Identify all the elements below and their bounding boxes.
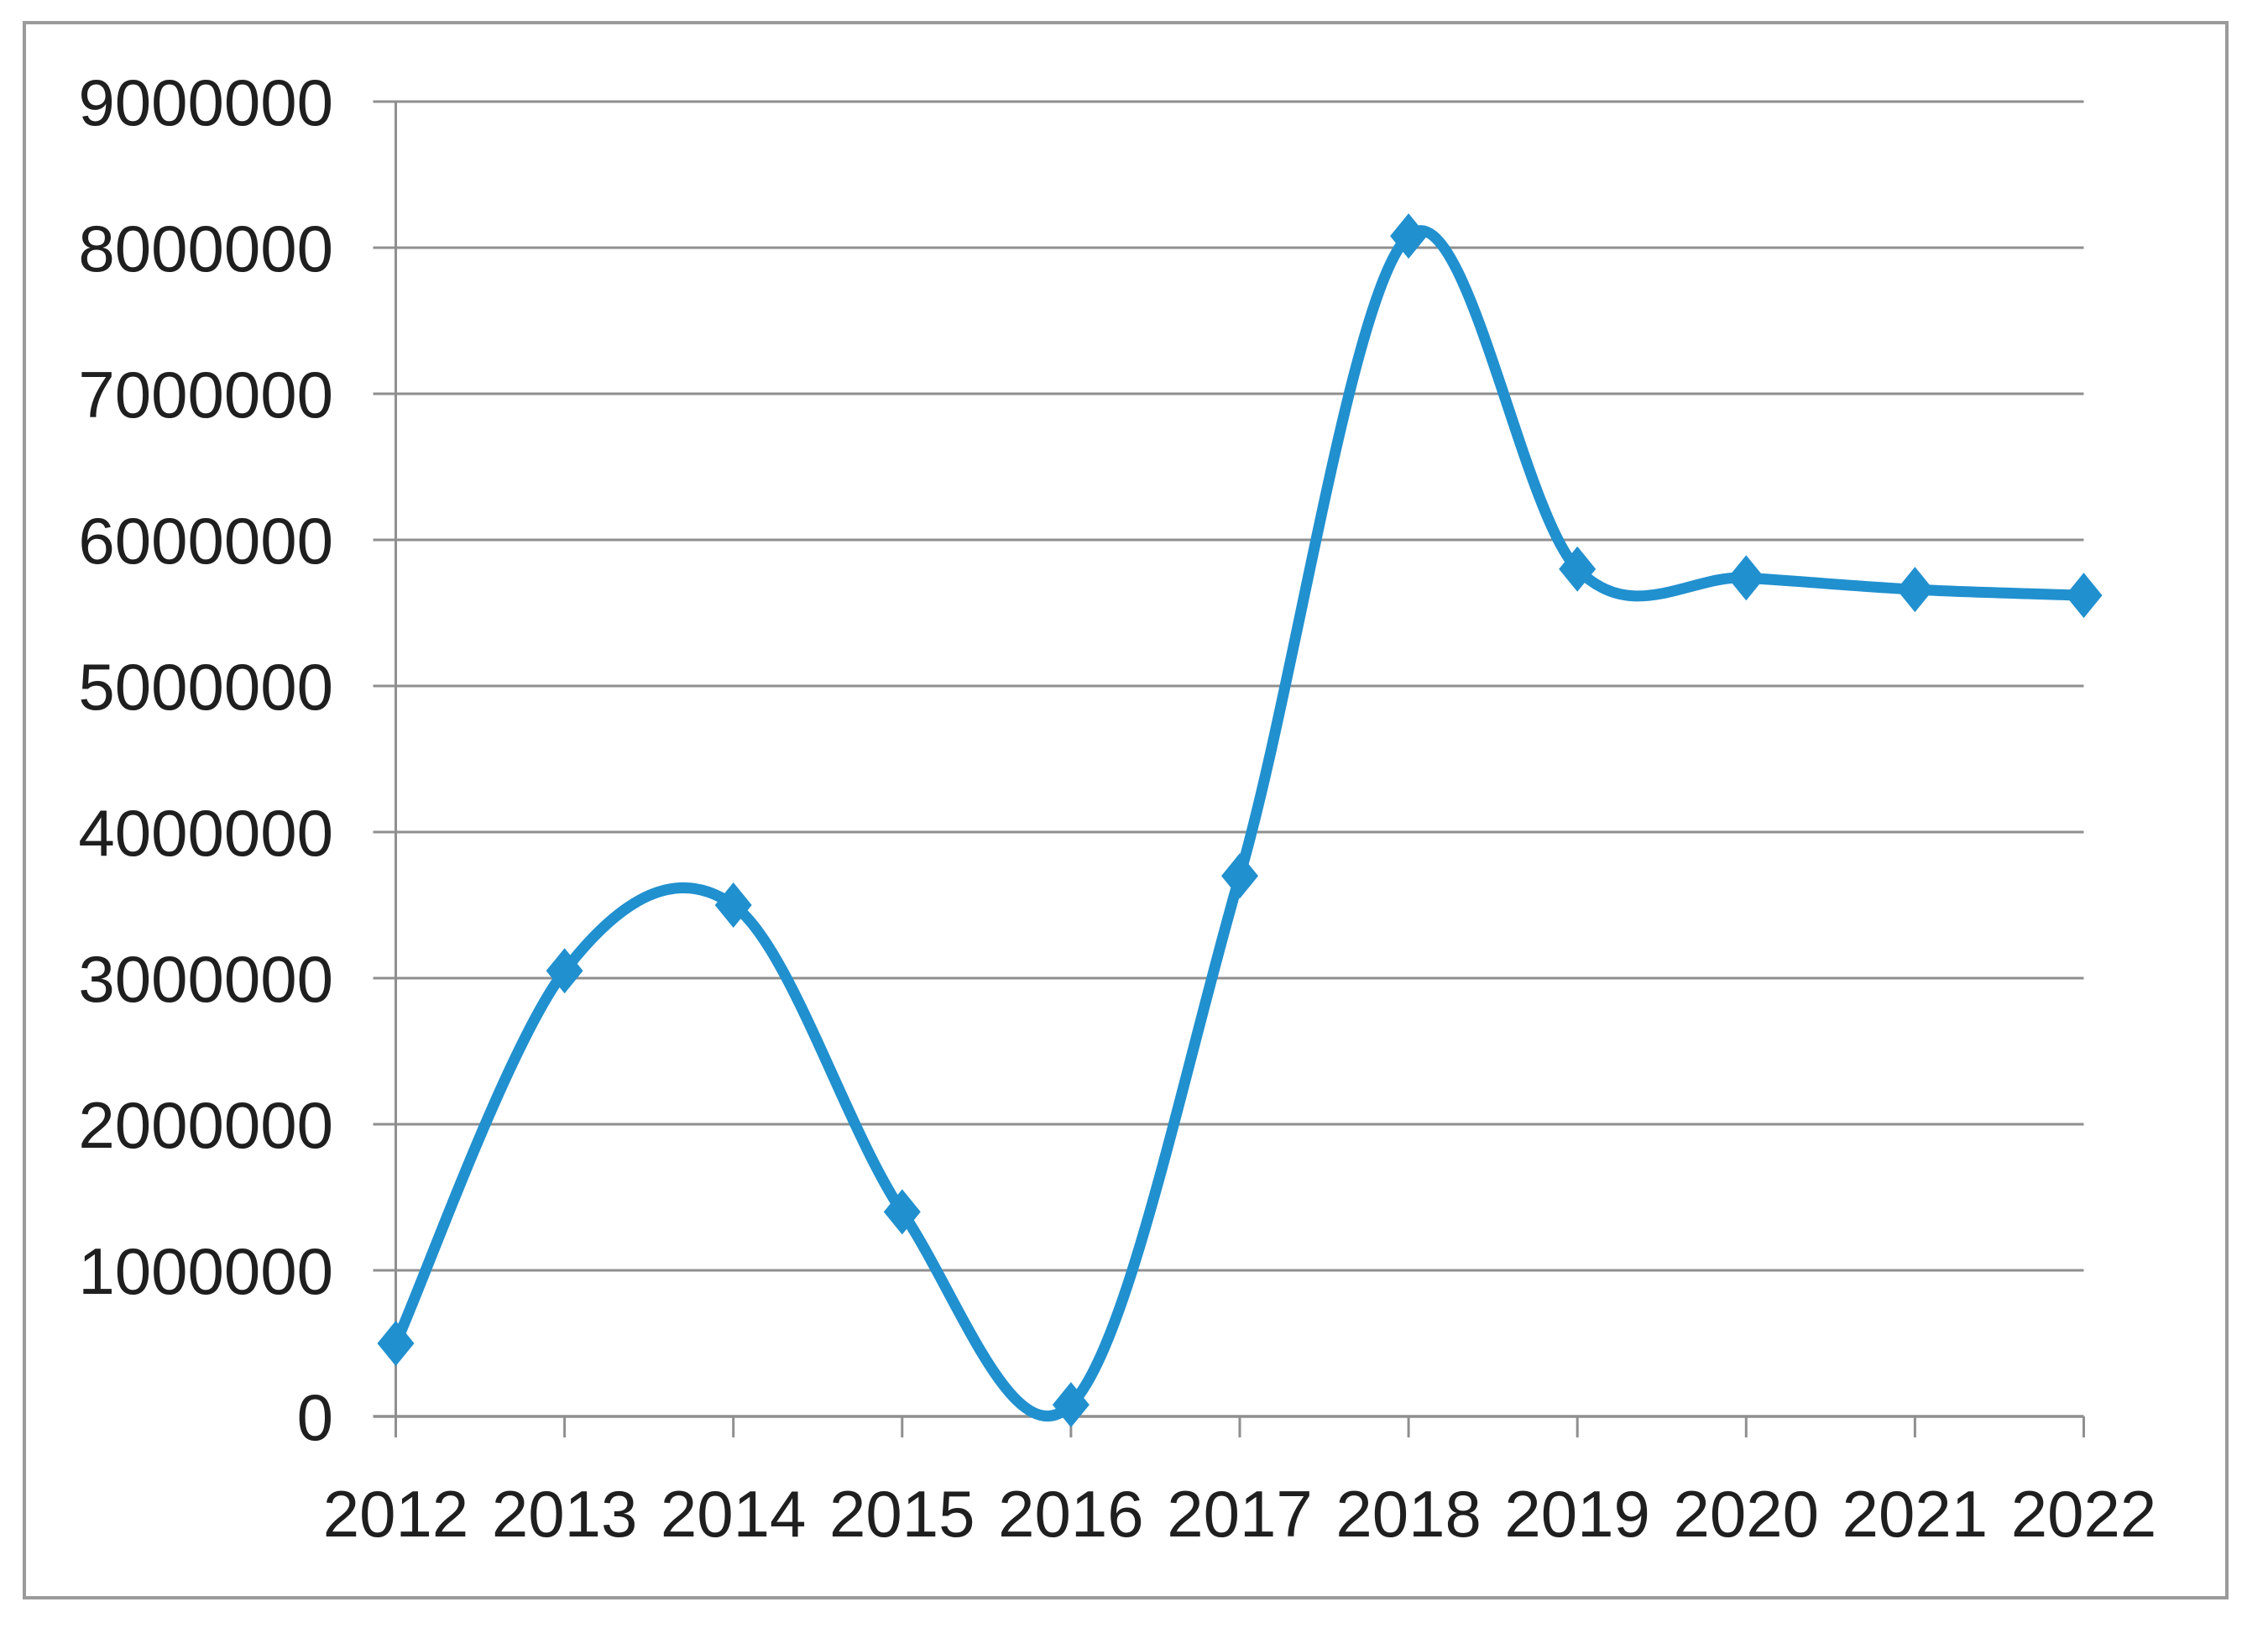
y-axis-tick-label: 2000000 <box>78 1088 333 1162</box>
y-axis-tick-label: 0 <box>297 1380 333 1454</box>
chart-frame <box>23 21 2229 1599</box>
data-point-marker <box>1052 1382 1090 1428</box>
y-axis-tick-label: 3000000 <box>78 942 333 1016</box>
data-point-marker <box>1390 213 1428 259</box>
y-axis-tick-label: 6000000 <box>78 504 333 578</box>
y-axis-tick-label: 5000000 <box>78 650 333 724</box>
data-point-marker <box>1727 555 1765 601</box>
x-axis-tick-label: 2015 <box>829 1477 975 1551</box>
y-axis-labels-group: 0 1000000 2000000 3000000 4000000 5000000 6000… <box>78 65 333 1454</box>
y-axis-tick-label: 8000000 <box>78 212 333 285</box>
x-axis-tick-label: 2020 <box>1674 1477 1820 1551</box>
tick-marks-group <box>373 100 2085 1437</box>
data-point-marker <box>377 1321 415 1366</box>
y-axis-tick-label: 9000000 <box>78 65 333 139</box>
axes-group <box>373 102 2084 1437</box>
x-axis-tick-label: 2016 <box>998 1477 1144 1551</box>
x-axis-tick-label: 2022 <box>2011 1477 2157 1551</box>
x-axis-tick-label: 2014 <box>661 1477 807 1551</box>
data-point-marker <box>1559 546 1596 592</box>
x-axis-tick-label: 2018 <box>1335 1477 1482 1551</box>
x-axis-tick-label: 2019 <box>1504 1477 1650 1551</box>
y-axis-tick-label: 4000000 <box>78 796 333 870</box>
data-series-line <box>390 225 2089 1422</box>
x-axis-tick-label: 2017 <box>1167 1477 1313 1551</box>
data-point-marker <box>546 948 583 994</box>
x-axis-tick-label: 2012 <box>323 1477 469 1551</box>
y-axis-tick-label: 1000000 <box>78 1234 333 1308</box>
data-point-marker <box>714 882 752 928</box>
y-axis-tick-label: 7000000 <box>78 358 333 432</box>
data-point-marker <box>883 1189 921 1235</box>
data-point-marker <box>2065 573 2103 619</box>
x-axis-tick-label: 2013 <box>492 1477 638 1551</box>
x-axis-tick-label: 2021 <box>1842 1477 1988 1551</box>
data-point-marker <box>1221 853 1258 899</box>
series-group <box>377 213 2103 1428</box>
x-axis-labels-group: 2012 2013 2014 2015 2016 2017 2018 2019 2020 2021… <box>323 1477 2157 1551</box>
data-point-marker <box>1896 567 1934 613</box>
gridlines-group <box>395 100 2084 1272</box>
